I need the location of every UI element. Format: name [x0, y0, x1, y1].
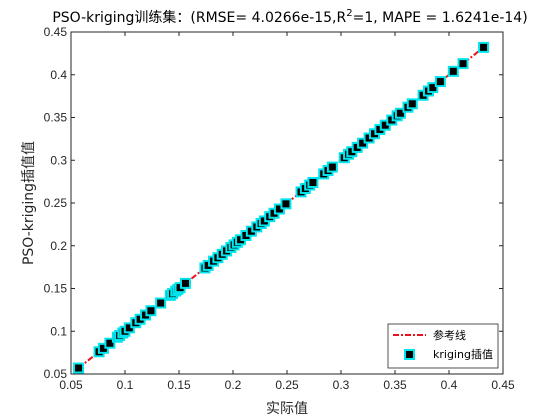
legend-box — [387, 323, 499, 369]
x-axis-label: 实际值 — [266, 401, 308, 417]
data-point — [155, 297, 167, 309]
data-point — [326, 161, 338, 173]
x-tick-label: 0.3 — [333, 378, 350, 392]
x-tick-label: 0.4 — [441, 378, 458, 392]
legend-reference-line-label: 参考线 — [433, 328, 466, 342]
data-point — [145, 305, 157, 317]
x-axis-ticks: 0.05 0.1 0.15 0.2 0.25 0.3 0.35 0.4 0.45 — [59, 32, 515, 392]
y-tick-label: 0.35 — [44, 111, 68, 125]
data-point — [307, 176, 319, 188]
chart-title: PSO-kriging训练集：(RMSE= 4.0266e-15,R2=1, M… — [52, 8, 527, 26]
y-tick-label: 0.05 — [44, 367, 68, 381]
data-point — [406, 98, 418, 110]
x-tick-label: 0.35 — [383, 378, 407, 392]
data-point — [427, 82, 439, 94]
data-point — [280, 198, 292, 210]
y-tick-label: 0.25 — [44, 196, 68, 210]
y-tick-label: 0.45 — [44, 25, 68, 39]
y-tick-label: 0.15 — [44, 282, 68, 296]
y-tick-label: 0.4 — [50, 68, 67, 82]
y-axis-ticks: 0.05 0.1 0.15 0.2 0.25 0.3 0.35 0.4 0.45 — [44, 25, 503, 381]
x-tick-label: 0.1 — [117, 378, 134, 392]
legend-series-label: kriging插值 — [433, 347, 493, 361]
x-tick-label: 0.45 — [491, 378, 515, 392]
data-points-layer — [73, 41, 490, 374]
data-point — [104, 337, 116, 349]
data-point — [434, 76, 446, 88]
data-point — [394, 107, 406, 119]
data-point — [179, 277, 191, 289]
data-point — [457, 58, 469, 70]
x-tick-label: 0.25 — [275, 378, 299, 392]
chart-title-prefix: PSO-kriging训练集：(RMSE= 4.0266e-15,R — [52, 9, 346, 26]
chart-title-suffix: =1, MAPE = 1.6241e-14) — [353, 10, 528, 26]
x-tick-label: 0.2 — [225, 378, 242, 392]
y-tick-label: 0.1 — [50, 324, 67, 338]
legend-marker-swatch — [404, 349, 415, 360]
y-tick-label: 0.3 — [50, 153, 67, 167]
chart-title-superscript: 2 — [346, 8, 352, 19]
legend: 参考线 kriging插值 — [387, 323, 499, 369]
y-axis-label: PSO-kriging插值值 — [21, 141, 37, 265]
x-tick-label: 0.15 — [167, 378, 191, 392]
data-point — [73, 362, 85, 374]
data-point — [478, 41, 490, 53]
x-tick-label: 0.05 — [59, 378, 83, 392]
y-tick-label: 0.2 — [50, 239, 67, 253]
data-point — [447, 65, 459, 77]
